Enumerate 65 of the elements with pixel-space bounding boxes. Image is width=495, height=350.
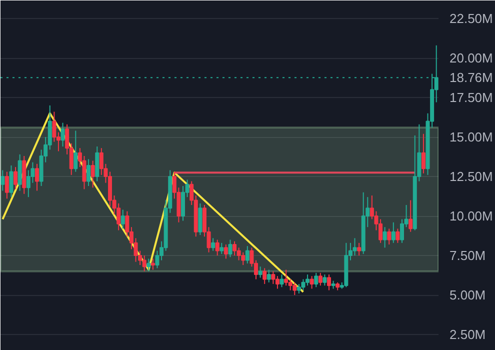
candlestick [52, 111, 56, 142]
candlestick [387, 228, 392, 245]
candlestick [86, 158, 91, 187]
y-tick-label: 10.00M [450, 208, 493, 224]
candlestick [108, 171, 112, 208]
candlestick [266, 269, 271, 283]
candlestick [198, 202, 202, 236]
candlestick [322, 274, 327, 286]
ref-line-label: 18.76M [450, 70, 493, 86]
candlestick [284, 269, 288, 286]
y-tick-label: 17.50M [450, 90, 493, 106]
candlestick [90, 160, 95, 188]
candlestick [60, 122, 65, 148]
candlestick [120, 209, 125, 230]
candlestick [288, 278, 292, 291]
candlestick [245, 246, 250, 264]
candlestick [74, 130, 78, 172]
candlestick [0, 170, 5, 192]
y-tick-label: 20.00M [450, 50, 493, 66]
candlestick [258, 266, 262, 278]
y-tick-label: 15.00M [450, 130, 493, 145]
candlestick [292, 282, 297, 296]
candlestick [326, 274, 332, 291]
candlestick [391, 222, 396, 244]
candlestick [396, 228, 400, 244]
candlestick [4, 171, 9, 200]
candlestick [34, 163, 40, 192]
candlestick [9, 164, 14, 198]
candlestick [262, 268, 267, 284]
candlestick [180, 186, 186, 222]
y-tick-label: 5.00M [450, 288, 486, 303]
candlestick [301, 278, 306, 291]
candlestick [146, 258, 151, 272]
candlestick [352, 238, 357, 256]
candlestick [241, 252, 246, 266]
candlestick [271, 270, 276, 284]
candlestick [142, 255, 146, 272]
candlestick [296, 283, 301, 294]
candlestick [220, 242, 224, 254]
candlestick [150, 258, 155, 270]
candlestick [310, 276, 314, 290]
candlestick [215, 239, 220, 256]
candlestick [18, 154, 22, 192]
line-series [2, 112, 304, 293]
candlestick [211, 238, 216, 252]
candlestick [314, 272, 318, 288]
candlestick [228, 239, 232, 258]
candlestick [224, 244, 228, 260]
candlestick [408, 200, 413, 232]
candlestick [275, 276, 280, 290]
candlestick [155, 250, 160, 269]
y-tick-label: 12.50M [450, 169, 493, 184]
candlestick [95, 146, 100, 182]
candlestick [400, 218, 404, 244]
candlestick [357, 242, 362, 256]
candlestick [14, 166, 18, 190]
candlestick [421, 133, 426, 174]
y-tick-label: 7.50M [450, 248, 486, 264]
candlestick [232, 240, 237, 256]
candlestick [236, 247, 241, 261]
candlestick [280, 274, 284, 288]
candlestick [318, 272, 322, 286]
candlestick [382, 226, 387, 248]
y-tick-label: 22.50M [450, 11, 493, 26]
y-tick-label: 2.50M [450, 327, 486, 342]
